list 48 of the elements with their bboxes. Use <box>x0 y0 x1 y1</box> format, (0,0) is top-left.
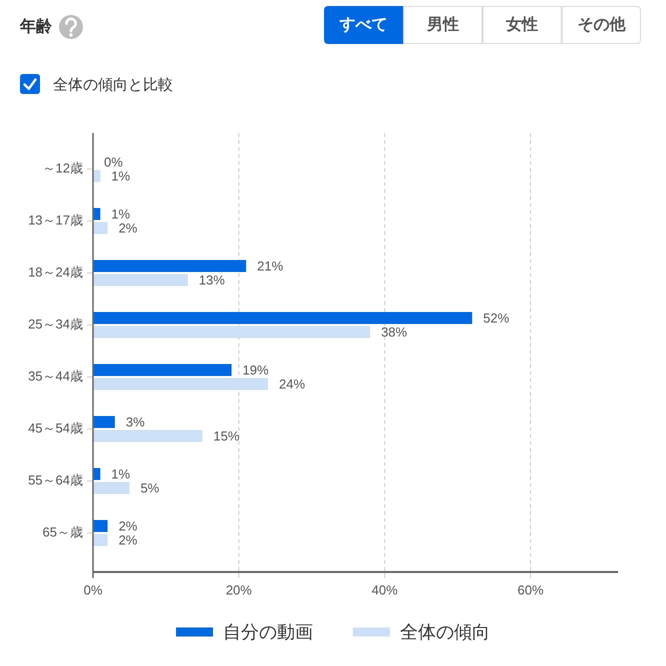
y-tick-label: 25～34歳 <box>28 316 83 332</box>
y-tick-label: ～12歳 <box>42 160 83 176</box>
y-tick-label: 18～24歳 <box>28 264 83 280</box>
data-label: 3% <box>126 414 146 430</box>
bar <box>93 416 115 428</box>
tab: すべて <box>324 6 404 44</box>
bar <box>93 520 108 532</box>
data-label: 13% <box>198 272 226 288</box>
legend-label: 自分の動画 <box>223 622 313 642</box>
data-label: 52% <box>483 310 510 326</box>
data-label: 2% <box>118 518 138 534</box>
bar <box>93 260 246 272</box>
y-tick-label: 55～64歳 <box>28 472 83 488</box>
bar <box>93 482 130 494</box>
tab: 男性 <box>403 6 482 44</box>
y-tick-label: 13～17歳 <box>28 212 83 228</box>
y-tick-label: 45～54歳 <box>28 420 83 436</box>
bar <box>93 430 202 442</box>
tab: その他 <box>562 6 641 44</box>
y-tick-label: 65～歳 <box>42 524 83 540</box>
data-label: 0% <box>104 154 124 170</box>
data-label: 2% <box>118 532 138 548</box>
data-label: 15% <box>213 428 240 444</box>
x-tick-label: 60% <box>517 582 544 598</box>
legend-label: 全体の傾向 <box>400 622 490 642</box>
x-tick-label: 0% <box>84 582 103 598</box>
data-label: 21% <box>257 258 284 274</box>
x-tick-label: 20% <box>226 582 252 598</box>
data-label: 5% <box>140 480 160 496</box>
text: 全体の傾向と比較 <box>53 76 173 94</box>
bar <box>93 222 108 234</box>
data-label: 24% <box>279 376 306 392</box>
bar <box>93 378 268 390</box>
bar <box>93 534 108 546</box>
data-label: 1% <box>111 206 131 222</box>
bar <box>93 326 370 338</box>
data-label: 2% <box>118 220 138 236</box>
bar <box>93 274 188 286</box>
data-label: 1% <box>111 168 131 184</box>
x-tick-label: 40% <box>372 582 398 598</box>
bar <box>93 364 232 376</box>
data-label: 19% <box>242 362 269 378</box>
data-label: 1% <box>111 466 131 482</box>
y-tick-label: 35～44歳 <box>28 368 83 384</box>
chart-title: 年齢 <box>19 18 53 36</box>
bar <box>93 312 472 324</box>
data-label: 38% <box>381 324 408 340</box>
tab: 女性 <box>482 6 562 44</box>
